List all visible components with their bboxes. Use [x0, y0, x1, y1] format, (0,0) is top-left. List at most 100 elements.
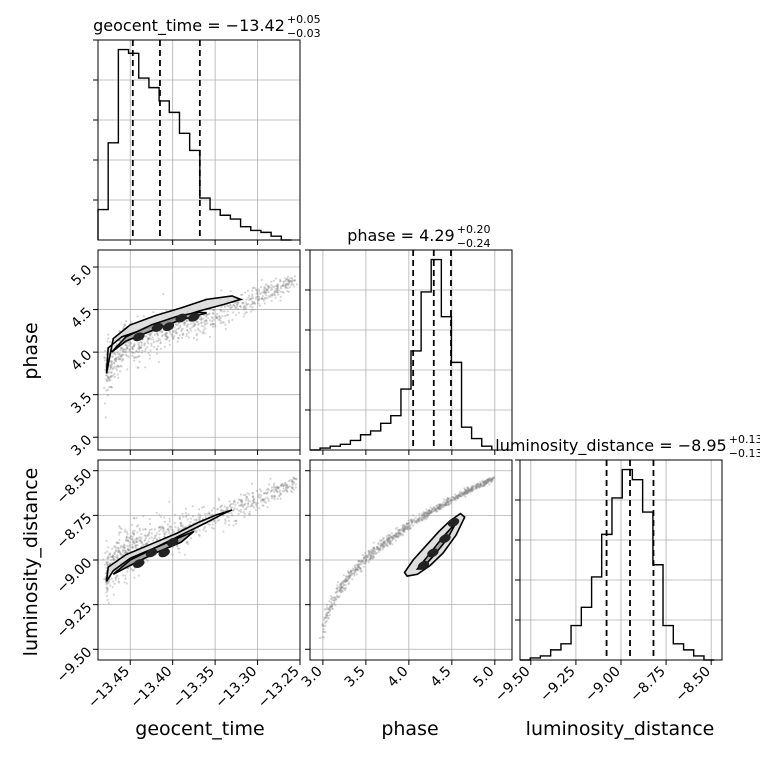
panel-geocent-time-vs-phase-sample	[181, 333, 184, 336]
panel-geocent-time-vs-phase-sample	[118, 355, 121, 358]
panel-phase-vs-luminosity-distance-sample	[474, 484, 478, 487]
panel-geocent-time-vs-luminosity-distance-sample	[228, 523, 231, 527]
panel-geocent-time-vs-luminosity-distance-sample	[294, 477, 297, 480]
panel-phase-vs-luminosity-distance-sample	[406, 522, 409, 525]
panel-phase-vs-luminosity-distance-sample	[451, 497, 454, 500]
panel-geocent-time-vs-luminosity-distance-sample	[212, 527, 215, 530]
panel-geocent-time-vs-phase-sample	[239, 305, 242, 308]
panel-phase-vs-luminosity-distance-sample	[475, 484, 478, 488]
panel-geocent-time-vs-phase-sample	[257, 290, 261, 293]
panel-phase-vs-luminosity-distance-sample	[354, 570, 357, 573]
panel-geocent-time-vs-phase-sample	[110, 352, 114, 355]
panel-geocent-time-vs-luminosity-distance-sample	[162, 530, 165, 533]
panel-geocent-time-vs-luminosity-distance-sample	[216, 508, 219, 511]
panel-phase-vs-luminosity-distance-sample	[357, 565, 360, 568]
panel-geocent-time-vs-luminosity-distance-sample	[120, 544, 123, 548]
panel-phase-vs-luminosity-distance-sample	[349, 574, 352, 577]
panel-geocent-time-vs-luminosity-distance-sample	[193, 528, 196, 532]
panel-geocent-time-vs-luminosity-distance-sample	[125, 582, 128, 585]
panel-geocent-time-vs-phase-sample	[159, 342, 162, 345]
panel-phase-vs-luminosity-distance-sample	[421, 513, 424, 517]
panel-geocent-time-vs-luminosity-distance-sample	[261, 498, 264, 502]
panel-geocent-time-vs-phase-sample	[245, 303, 249, 306]
panel-phase-vs-luminosity-distance-sample	[353, 569, 356, 573]
panel-geocent-time-vs-luminosity-distance-sample	[245, 495, 248, 498]
panel-geocent-time-vs-phase-sample	[122, 327, 125, 330]
panel-phase-vs-luminosity-distance-sample	[377, 551, 380, 554]
panel-phase-vs-luminosity-distance-density-peak	[439, 534, 451, 543]
panel-geocent-time-vs-phase-sample	[103, 386, 106, 390]
panel-phase-vs-luminosity-distance-sample	[457, 494, 460, 497]
panel-geocent-time-vs-luminosity-distance-sample	[243, 503, 246, 506]
panel-geocent-time-vs-phase-sample	[111, 355, 114, 358]
panel-geocent-time-vs-luminosity-distance-sample	[113, 582, 116, 585]
panel-geocent-time-vs-phase-sample	[257, 299, 260, 302]
panel-geocent-time-vs-phase-sample	[137, 355, 140, 358]
panel-geocent-time-vs-phase-sample	[244, 305, 247, 308]
panel-phase-vs-luminosity-distance-sample	[453, 497, 457, 500]
panel-phase-vs-luminosity-distance: 3.0 3.5 4.0 4.5 5.0	[299, 460, 512, 691]
panel-phase-vs-luminosity-distance-sample	[460, 492, 464, 495]
xlabel-geocent-time: geocent_time	[135, 718, 264, 740]
panel-geocent-time-vs-luminosity-distance-sample	[111, 547, 114, 550]
panel-phase-vs-luminosity-distance-sample	[417, 518, 420, 521]
panel-geocent-time-vs-luminosity-distance-sample	[132, 569, 135, 572]
panel-geocent-time-vs-phase-sample	[263, 291, 266, 294]
panel-geocent-time-vs-phase-sample	[186, 319, 189, 322]
panel-geocent-time-vs-phase-sample	[279, 287, 283, 290]
panel-geocent-time-vs-phase-sample	[107, 378, 111, 381]
panel-geocent-time-vs-luminosity-distance-xtick-label: −13.25	[255, 664, 303, 712]
panel-geocent-time-vs-phase-sample	[274, 288, 277, 291]
panel-phase-vs-luminosity-distance-sample	[339, 588, 342, 591]
panel-geocent-time-vs-luminosity-distance-sample	[171, 553, 174, 556]
panel-phase-vs-luminosity-distance-sample	[460, 495, 463, 498]
panel-phase-vs-luminosity-distance-sample	[375, 545, 378, 549]
panel-geocent-time-vs-luminosity-distance-sample	[263, 499, 266, 502]
panel-phase-vs-luminosity-distance-sample	[403, 529, 406, 532]
panel-phase-vs-luminosity-distance-sample	[365, 559, 368, 563]
panel-phase-vs-luminosity-distance-sample	[433, 509, 436, 513]
panel-geocent-time-vs-luminosity-distance-sample	[163, 535, 166, 538]
panel-geocent-time-vs-luminosity-distance-sample	[252, 498, 255, 501]
panel-geocent-time-vs-phase-sample	[165, 335, 168, 338]
panel-phase-vs-luminosity-distance-sample	[342, 581, 345, 584]
panel-phase-vs-luminosity-distance-sample	[360, 560, 364, 563]
panel-geocent-time-vs-luminosity-distance-sample	[132, 541, 135, 545]
panel-phase-vs-luminosity-distance-sample	[376, 548, 379, 551]
panel-phase-vs-luminosity-distance-sample	[353, 565, 356, 568]
panel-geocent-time-vs-phase-sample	[196, 320, 199, 323]
panel-phase-vs-luminosity-distance-sample	[333, 599, 336, 602]
panel-phase-vs-luminosity-distance-sample	[420, 514, 423, 517]
panel-phase-vs-luminosity-distance-sample	[451, 499, 455, 502]
panel-phase-vs-luminosity-distance-sample	[387, 540, 390, 543]
panel-phase-vs-luminosity-distance-sample	[355, 573, 358, 576]
panel-phase-vs-luminosity-distance-sample	[354, 568, 358, 571]
panel-phase-vs-luminosity-distance-sample	[485, 479, 488, 482]
panel-geocent-time-vs-phase-sample	[284, 284, 287, 287]
panel-geocent-time-vs-phase-sample	[172, 331, 175, 334]
panel-geocent-time-vs-luminosity-distance-sample	[285, 487, 288, 490]
panel-geocent-time-vs-phase-sample	[263, 292, 266, 295]
panel-geocent-time-vs-phase-sample	[119, 355, 122, 358]
panel-phase-vs-luminosity-distance-sample	[401, 525, 404, 528]
panel-geocent-time-vs-phase-sample	[119, 370, 122, 373]
panel-geocent-time-vs-phase-sample	[256, 291, 259, 294]
panel-geocent-time-vs-phase-sample	[223, 306, 227, 309]
panel-phase-vs-luminosity-distance-sample	[458, 490, 461, 493]
panel-geocent-time-vs-luminosity-distance-sample	[147, 533, 150, 536]
panel-geocent-time-vs-phase-sample	[106, 388, 109, 392]
panel-geocent-time-vs-luminosity-distance-sample	[286, 486, 289, 489]
panel-geocent-time-vs-phase-sample	[192, 325, 196, 328]
panel-geocent-time-vs-phase-sample	[103, 356, 106, 359]
panel-geocent-time-vs-phase-sample	[156, 334, 159, 337]
panel-geocent-time-vs-luminosity-distance-sample	[140, 532, 143, 536]
panel-geocent-time-vs-phase-sample	[285, 278, 289, 281]
panel-geocent-time-vs-luminosity-distance: −13.45−13.40−13.35−13.30−13.25−9.50−9.25…	[54, 460, 303, 711]
panel-phase-vs-luminosity-distance-sample	[441, 503, 444, 507]
panel-geocent-time-vs-luminosity-distance-sample	[277, 486, 280, 489]
panel-geocent-time-vs-luminosity-distance-sample	[195, 518, 198, 521]
panel-phase-vs-luminosity-distance-sample	[463, 492, 466, 495]
panel-phase-vs-luminosity-distance-sample	[483, 481, 486, 484]
panel-geocent-time-vs-phase-sample	[143, 344, 146, 347]
panel-geocent-time-vs-phase-sample	[148, 336, 151, 340]
